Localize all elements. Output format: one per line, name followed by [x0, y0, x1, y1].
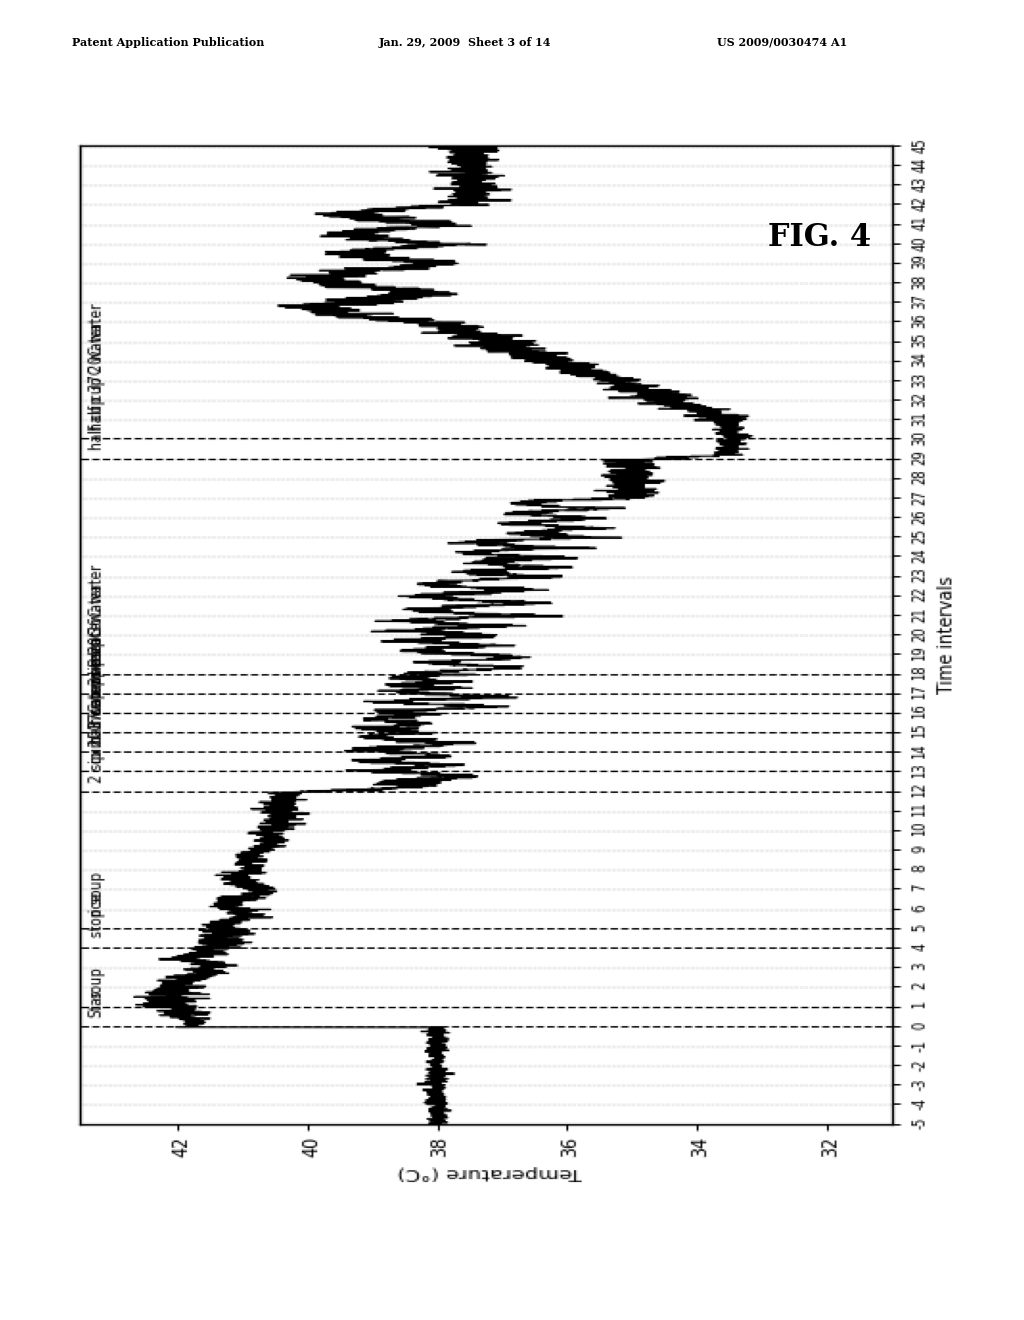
- Text: Jan. 29, 2009  Sheet 3 of 14: Jan. 29, 2009 Sheet 3 of 14: [379, 37, 551, 48]
- Text: US 2009/0030474 A1: US 2009/0030474 A1: [717, 37, 847, 48]
- Text: Patent Application Publication: Patent Application Publication: [72, 37, 264, 48]
- Text: FIG. 4: FIG. 4: [768, 222, 870, 253]
